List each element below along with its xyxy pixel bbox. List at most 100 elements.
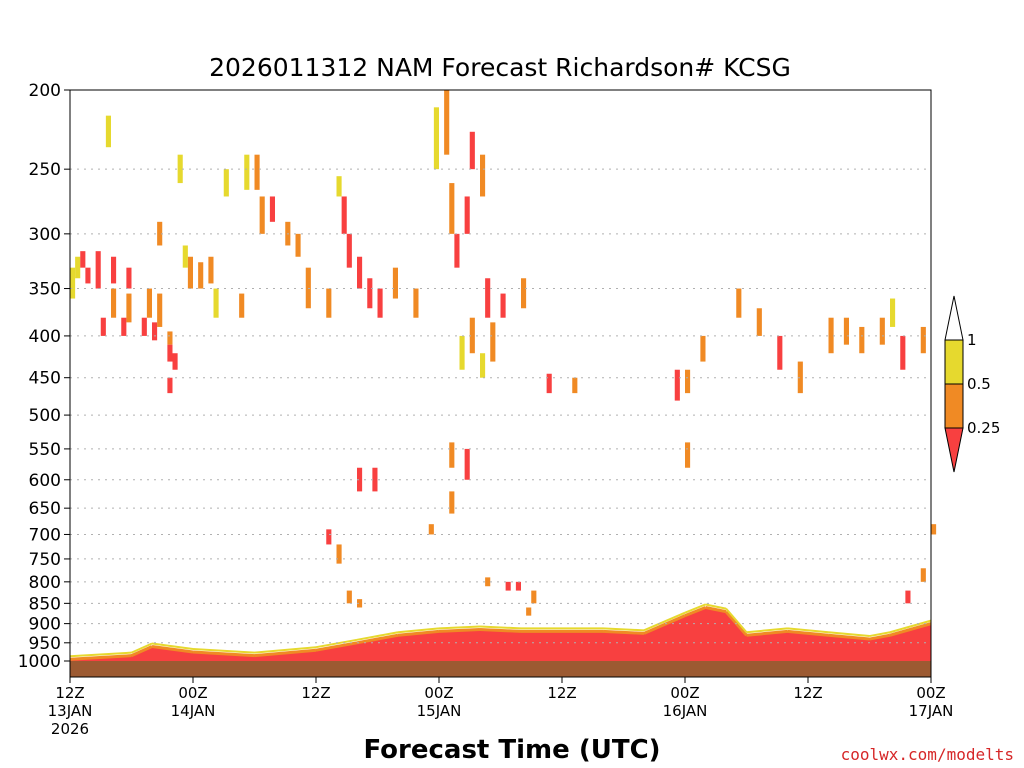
heatmap-cell: [433, 107, 439, 170]
boundary-layer-edge: [192, 648, 255, 654]
heatmap-cell: [336, 544, 342, 564]
heatmap-cell: [182, 245, 188, 268]
heatmap-cell: [413, 288, 419, 318]
boundary-layer-edge: [254, 648, 317, 658]
x-tick-label: 12Z: [55, 684, 84, 702]
heatmap-cell: [469, 131, 475, 170]
heatmap-cell: [572, 377, 578, 394]
heatmap-cell: [105, 115, 111, 148]
boundary-layer-edge: [869, 631, 891, 638]
heatmap-cell: [464, 196, 470, 234]
heatmap-cell: [223, 169, 229, 197]
heatmap-cell: [295, 233, 301, 257]
heatmap-cell: [126, 267, 132, 289]
heatmap-cell: [357, 599, 363, 608]
y-tick-label: 850: [29, 594, 61, 614]
boundary-layer-edge: [746, 627, 788, 634]
y-tick-label: 250: [29, 160, 61, 180]
boundary-layer-edge: [602, 627, 645, 632]
heatmap-cell: [346, 590, 352, 604]
y-tick-label: 950: [29, 634, 61, 654]
heatmap-cell: [146, 288, 152, 318]
credit-link[interactable]: coolwx.com/modelts: [841, 745, 1014, 764]
heatmap-cell: [167, 331, 173, 345]
y-tick-label: 300: [29, 225, 61, 245]
heatmap-cell: [85, 267, 91, 284]
y-tick-label: 900: [29, 615, 61, 635]
heatmap-cell: [828, 317, 834, 354]
colorbar: 1 0.5 0.25: [944, 295, 1000, 473]
colorbar-bottom-arrow: [944, 427, 964, 473]
boundary-layer-edge: [69, 651, 132, 658]
colorbar-label: 1: [967, 331, 977, 349]
heatmap-cell: [546, 373, 552, 394]
heatmap-cell: [167, 377, 173, 394]
boundary-layer-edge: [356, 633, 399, 645]
x-tick-label: 00Z: [178, 684, 207, 702]
boundary-layer-area: [70, 607, 931, 661]
y-axis: 200 250 300 350 400 450 500 550 600 650 700 750 8008…: [18, 81, 70, 672]
boundary-layer-edge: [254, 646, 317, 654]
heatmap-cell: [336, 176, 342, 197]
heatmap-cell: [843, 317, 849, 345]
heatmap-cell: [485, 577, 491, 587]
heatmap-cell: [931, 524, 937, 535]
y-tick-label: 800: [29, 573, 61, 593]
heatmap-cell: [459, 335, 465, 370]
heatmap-cell: [167, 344, 173, 362]
boundary-layer-edge: [151, 642, 194, 651]
heatmap-cell: [80, 251, 86, 268]
gridlines: [70, 168, 931, 644]
y-tick-label: 550: [29, 440, 61, 460]
y-tick-label: 400: [29, 327, 61, 347]
boundary-layer-edge: [315, 641, 358, 652]
ground-bar: [70, 661, 931, 677]
heatmap-cell: [900, 335, 906, 370]
heatmap-cell: [111, 256, 117, 284]
boundary-layer-edge: [684, 603, 706, 614]
boundary-layer-edge: [787, 629, 829, 637]
boundary-layer-edge: [315, 638, 358, 649]
heatmap-cell: [357, 467, 363, 492]
y-tick-label: 600: [29, 471, 61, 491]
heatmap-cell: [372, 467, 378, 492]
heatmap-cell: [485, 278, 491, 318]
colorbar-box: [944, 339, 964, 385]
heatmap-cell: [326, 288, 332, 318]
boundary-layer-edge: [705, 606, 727, 614]
boundary-layer-edge: [889, 622, 932, 637]
boundary-layer-edge: [397, 629, 440, 637]
heatmap-cell: [920, 568, 926, 582]
boundary-layer-edge: [479, 625, 522, 630]
colorbar-box: [944, 383, 964, 429]
heatmap-cell: [797, 361, 803, 394]
y-tick-label: 650: [29, 499, 61, 519]
heatmap-cell: [157, 293, 163, 327]
boundary-layer-edge: [151, 645, 194, 654]
heatmap-cell: [480, 154, 486, 197]
heatmap-cell: [879, 317, 885, 345]
heatmap-cell: [111, 288, 117, 318]
heatmap-cell: [859, 326, 865, 354]
heatmap-cell: [357, 256, 363, 289]
y-tick-label: 200: [29, 81, 61, 101]
heatmap-cell: [454, 233, 460, 268]
heatmap-cell: [428, 524, 434, 535]
x-tick-label: 16JAN: [663, 702, 708, 720]
heatmap-cell: [141, 317, 147, 336]
y-tick-label: 700: [29, 525, 61, 545]
x-tick-label: 00Z: [670, 684, 699, 702]
heatmap-cells: [70, 90, 937, 616]
x-tick-label: 12Z: [793, 684, 822, 702]
x-axis-label: Forecast Time (UTC): [363, 735, 660, 765]
boundary-layer-edge: [397, 627, 440, 634]
heatmap-cell: [531, 590, 537, 604]
heatmap-cell: [526, 607, 532, 616]
heatmap-cell: [100, 317, 106, 336]
heatmap-cell: [515, 581, 521, 591]
heatmap-cell: [392, 267, 398, 299]
heatmap-cell: [736, 288, 742, 318]
x-tick-label: 12Z: [547, 684, 576, 702]
